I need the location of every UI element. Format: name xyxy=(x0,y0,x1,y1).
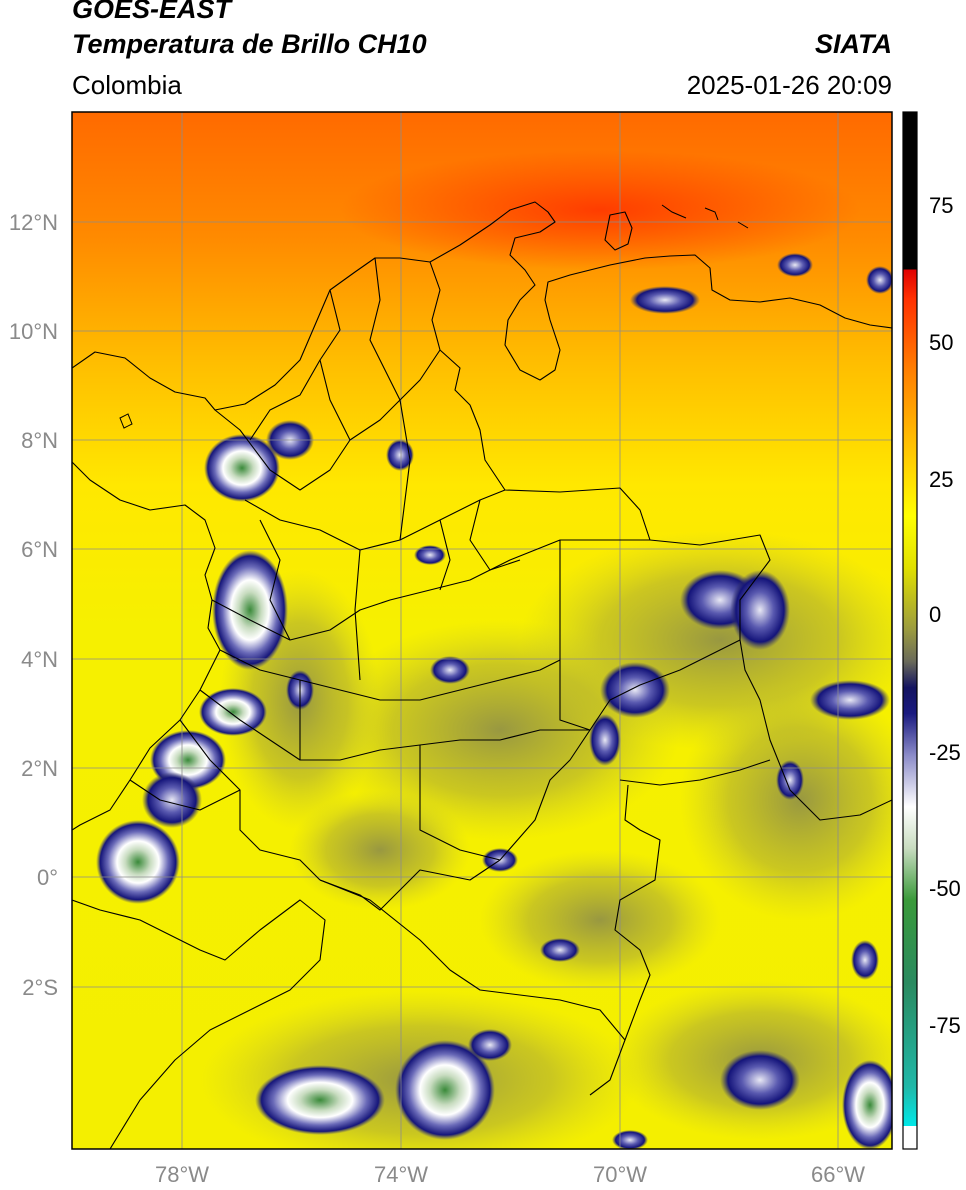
colorbar-tick-label: -75 xyxy=(929,1013,961,1038)
product-title: Temperatura de Brillo CH10 xyxy=(72,29,427,59)
colorbar-tick-label: 75 xyxy=(929,193,953,218)
colorbar-tick-label: -50 xyxy=(929,876,961,901)
colorbar-frame xyxy=(902,111,918,1150)
colorbar xyxy=(902,111,918,1150)
colorbar-tick-label: -25 xyxy=(929,740,961,765)
colorbar-tick-label: 25 xyxy=(929,467,953,492)
longitude-tick-label: 70°W xyxy=(593,1162,647,1187)
colorbar-labels: 75 50 25 0 -25 -50 -75 xyxy=(929,193,961,1038)
latitude-tick-label: 2°N xyxy=(21,756,58,781)
latitude-labels: 12°N 10°N 8°N 6°N 4°N 2°N 0° 2°S xyxy=(9,210,58,1000)
latitude-tick-label: 4°N xyxy=(21,647,58,672)
latitude-tick-label: 10°N xyxy=(9,319,58,344)
source-label: SIATA xyxy=(815,29,892,59)
latitude-tick-label: 0° xyxy=(37,865,58,890)
colorbar-tick-label: 0 xyxy=(929,602,941,627)
warm-sea-area xyxy=(340,150,860,270)
country-borders xyxy=(72,201,892,1149)
islands xyxy=(119,204,749,429)
satellite-title: GOES-EAST xyxy=(72,0,232,24)
latitude-tick-label: 6°N xyxy=(21,537,58,562)
latitude-tick-label: 8°N xyxy=(21,428,58,453)
convective-storms xyxy=(96,253,892,1149)
latitude-tick-label: 2°S xyxy=(22,975,58,1000)
map-frame xyxy=(71,111,893,1150)
longitude-tick-label: 66°W xyxy=(811,1162,865,1187)
latitude-tick-label: 12°N xyxy=(9,210,58,235)
datetime-label: 2025-01-26 20:09 xyxy=(686,70,892,100)
longitude-tick-label: 74°W xyxy=(374,1162,428,1187)
colorbar-gradient xyxy=(903,112,917,1149)
graticule xyxy=(72,112,892,1149)
longitude-labels: 78°W 74°W 70°W 66°W xyxy=(155,1162,865,1187)
longitude-tick-label: 78°W xyxy=(155,1162,209,1187)
region-label: Colombia xyxy=(72,70,182,100)
colorbar-tick-label: 50 xyxy=(929,330,953,355)
